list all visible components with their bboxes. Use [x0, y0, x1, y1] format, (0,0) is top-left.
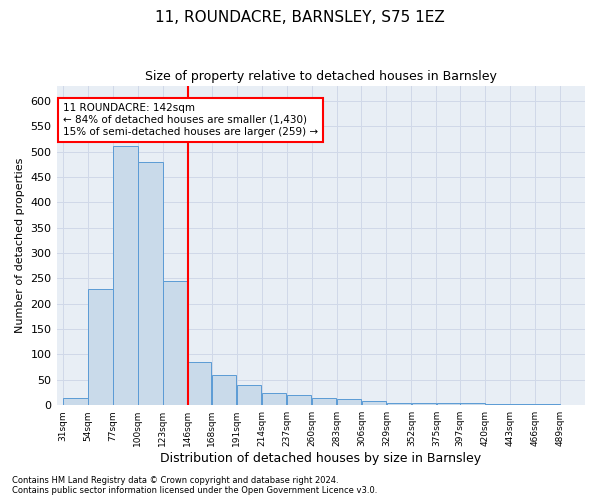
- Title: Size of property relative to detached houses in Barnsley: Size of property relative to detached ho…: [145, 70, 497, 83]
- Bar: [412, 402, 436, 405]
- Bar: [386, 402, 411, 405]
- Bar: [511, 404, 535, 405]
- Text: 11, ROUNDACRE, BARNSLEY, S75 1EZ: 11, ROUNDACRE, BARNSLEY, S75 1EZ: [155, 10, 445, 25]
- Bar: [437, 403, 460, 405]
- Bar: [535, 404, 560, 405]
- Text: Contains HM Land Registry data © Crown copyright and database right 2024.
Contai: Contains HM Land Registry data © Crown c…: [12, 476, 377, 495]
- Bar: [337, 399, 361, 405]
- Bar: [237, 385, 262, 405]
- Bar: [262, 392, 286, 405]
- Bar: [88, 288, 113, 405]
- Bar: [362, 401, 386, 405]
- Bar: [287, 395, 311, 405]
- Bar: [485, 404, 510, 405]
- Bar: [212, 375, 236, 405]
- Bar: [163, 281, 188, 405]
- Bar: [138, 162, 163, 405]
- Bar: [460, 403, 485, 405]
- Text: 11 ROUNDACRE: 142sqm
← 84% of detached houses are smaller (1,430)
15% of semi-de: 11 ROUNDACRE: 142sqm ← 84% of detached h…: [63, 104, 318, 136]
- Y-axis label: Number of detached properties: Number of detached properties: [15, 158, 25, 333]
- Bar: [188, 362, 211, 405]
- X-axis label: Distribution of detached houses by size in Barnsley: Distribution of detached houses by size …: [160, 452, 481, 465]
- Bar: [64, 398, 88, 405]
- Bar: [312, 398, 336, 405]
- Bar: [113, 146, 137, 405]
